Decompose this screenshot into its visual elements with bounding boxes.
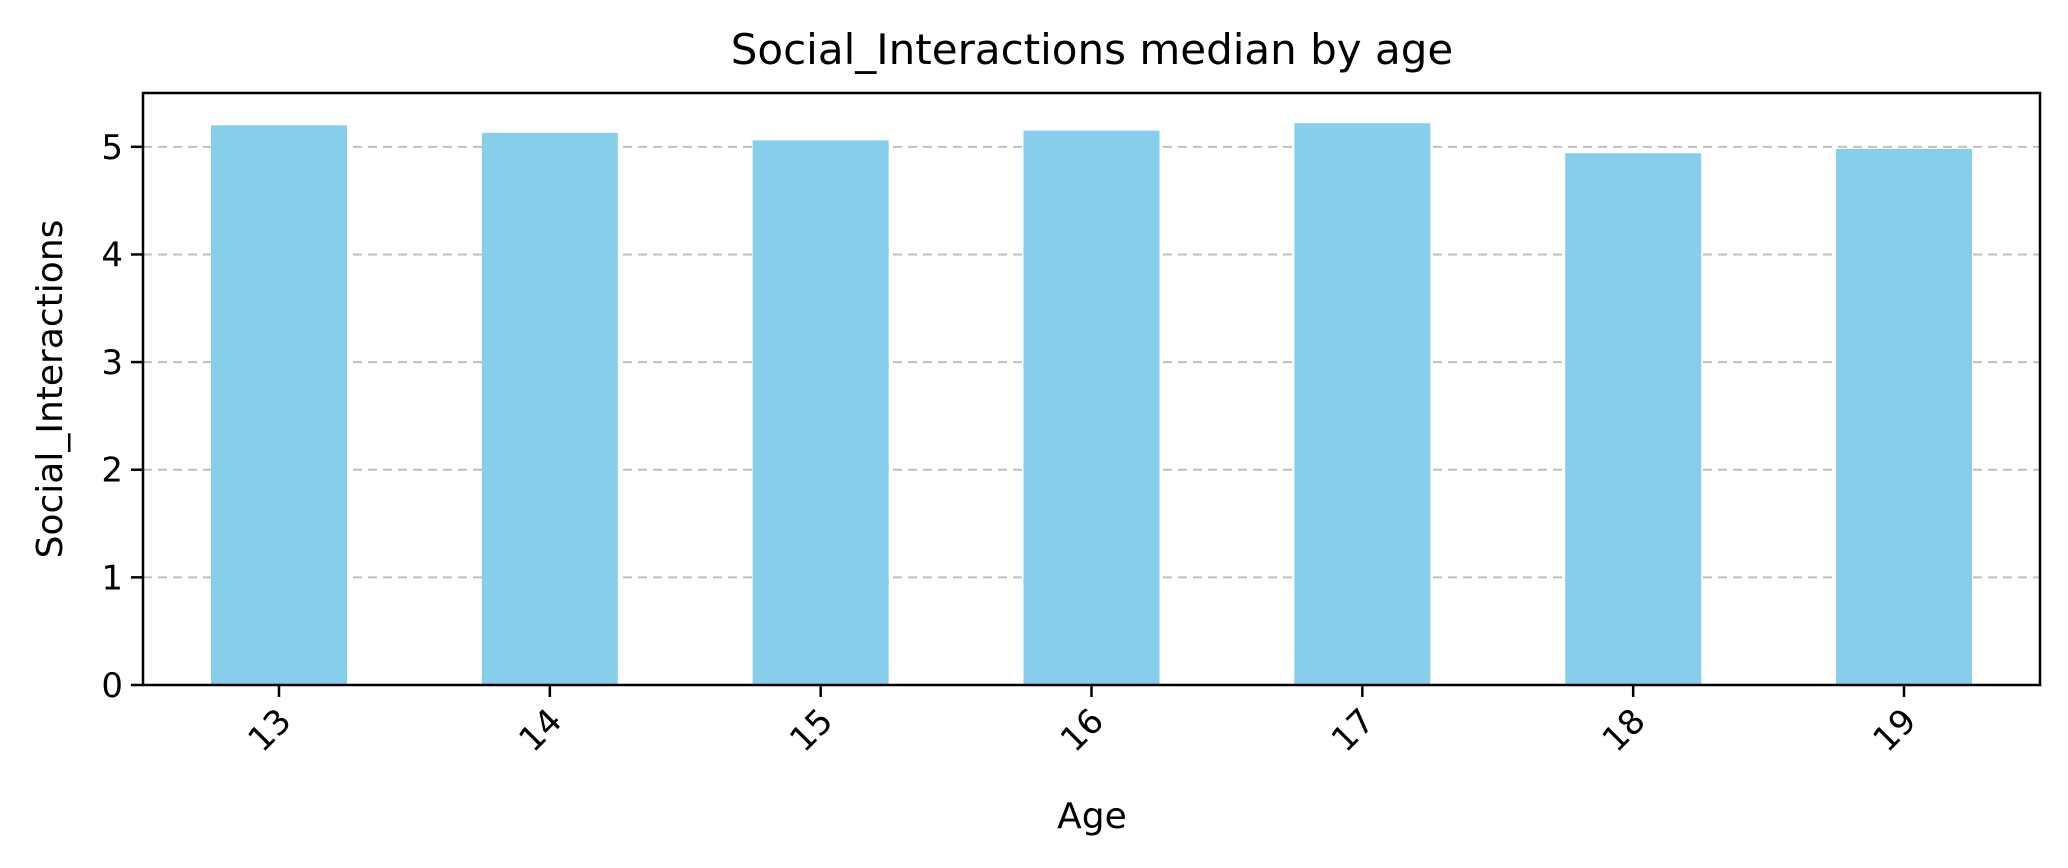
y-axis-label: Social_Interactions <box>30 220 71 559</box>
x-axis-label: Age <box>1057 796 1127 837</box>
y-tick-label-1: 1 <box>101 558 123 598</box>
bar-18 <box>1565 153 1702 685</box>
y-axis-ticks: 0 1 2 3 4 5 <box>101 128 143 706</box>
bar-19 <box>1836 148 1972 686</box>
x-tick-label-16: 16 <box>1053 701 1112 760</box>
bar-17 <box>1294 123 1431 685</box>
x-axis-ticks: 13 14 15 16 17 18 19 <box>240 685 1924 760</box>
bar-16 <box>1023 130 1160 685</box>
y-tick-label-0: 0 <box>101 666 123 706</box>
x-tick-label-13: 13 <box>240 701 299 760</box>
x-tick-label-19: 19 <box>1865 701 1924 760</box>
y-tick-label-4: 4 <box>101 235 123 275</box>
y-tick-label-5: 5 <box>101 128 123 168</box>
bar-15 <box>752 140 889 686</box>
x-tick-label-14: 14 <box>511 701 570 760</box>
y-tick-label-2: 2 <box>101 451 123 491</box>
x-tick-label-17: 17 <box>1324 701 1383 760</box>
bars <box>211 123 1972 686</box>
chart-title: Social_Interactions median by age <box>731 25 1454 74</box>
bar-13 <box>211 125 347 686</box>
x-tick-label-15: 15 <box>782 701 841 760</box>
bar-14 <box>481 132 618 686</box>
x-tick-label-18: 18 <box>1595 701 1654 760</box>
y-tick-label-3: 3 <box>101 343 123 383</box>
